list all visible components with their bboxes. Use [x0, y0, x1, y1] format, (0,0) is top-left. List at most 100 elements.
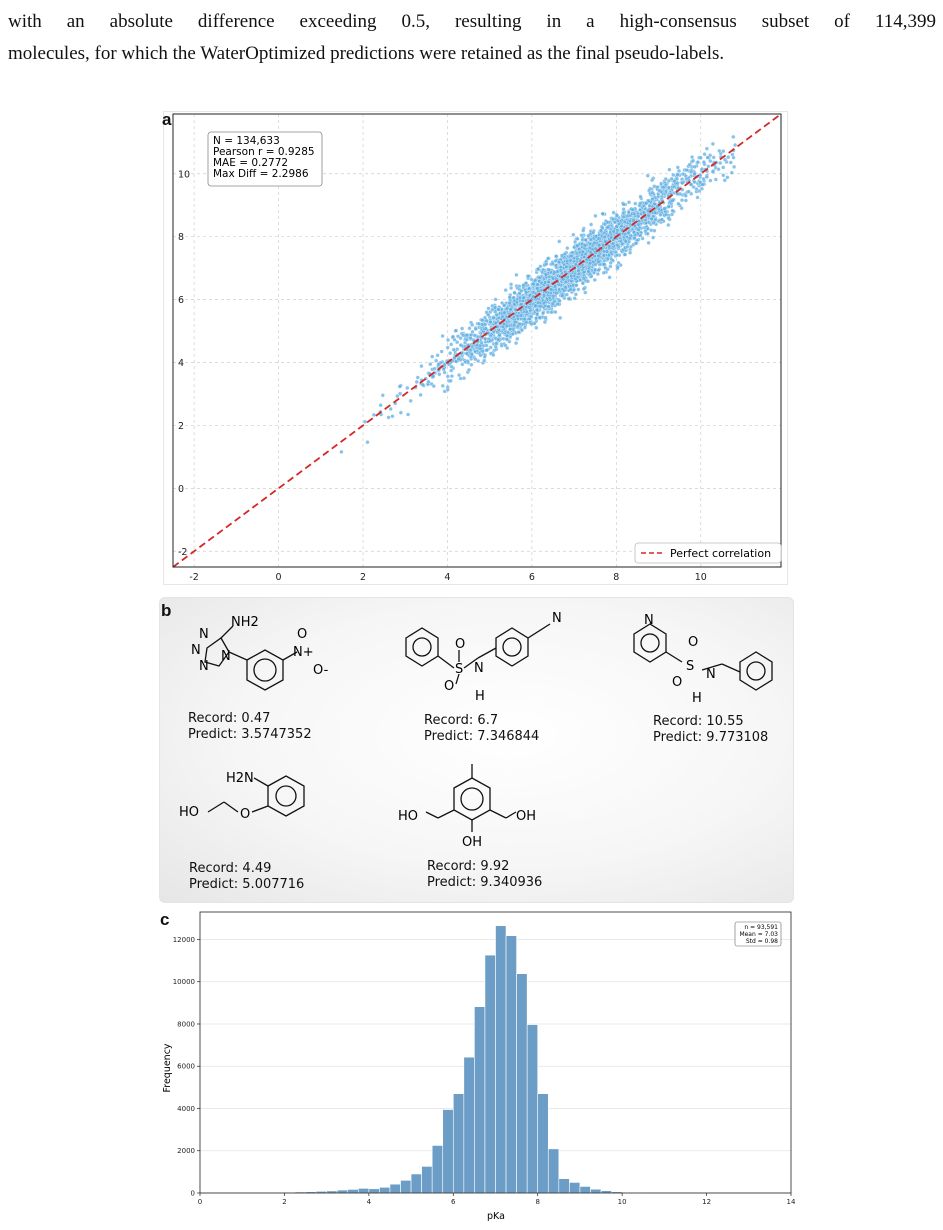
scatter-point — [446, 346, 450, 350]
scatter-point — [391, 414, 395, 418]
scatter-point — [569, 279, 573, 283]
scatter-point — [605, 250, 609, 254]
histogram-bar — [401, 1180, 412, 1193]
scatter-point — [591, 231, 595, 235]
scatter-point — [508, 327, 512, 331]
scatter-point — [505, 307, 509, 311]
scatter-point — [706, 165, 710, 169]
scatter-point — [571, 233, 575, 237]
histogram-bar — [390, 1184, 401, 1193]
stats-box: n = 93,591 Mean = 7.03 Std = 0.98 — [735, 922, 781, 946]
scatter-point — [621, 211, 625, 215]
scatter-point — [465, 352, 469, 356]
y-tick-label: 2 — [178, 421, 184, 432]
histogram-bar — [538, 1094, 549, 1193]
scatter-point — [606, 257, 610, 261]
scatter-point — [483, 323, 487, 327]
scatter-point — [620, 242, 624, 246]
scatter-point — [703, 152, 707, 156]
scatter-point — [680, 181, 684, 185]
histogram-bar — [379, 1187, 390, 1193]
y-tick-label: 8000 — [177, 1020, 195, 1028]
scatter-point — [528, 317, 532, 321]
histogram-bar — [453, 1094, 464, 1193]
scatter-point — [652, 221, 656, 225]
scatter-point — [494, 345, 498, 349]
y-tick-label: 6000 — [177, 1063, 195, 1071]
atom-s: S — [686, 659, 694, 674]
x-tick-label: 2 — [282, 1198, 286, 1206]
scatter-point — [599, 229, 603, 233]
scatter-point — [587, 270, 591, 274]
scatter-point — [469, 348, 473, 352]
scatter-point — [406, 413, 410, 417]
y-tick-label: 10000 — [173, 978, 195, 986]
scatter-point — [568, 265, 572, 269]
scatter-point — [524, 291, 528, 295]
scatter-point — [732, 165, 736, 169]
histogram-bar — [548, 1149, 559, 1193]
x-tick-label: 0 — [276, 572, 282, 583]
scatter-point — [451, 335, 455, 339]
scatter-point — [634, 241, 638, 245]
scatter-point — [664, 177, 668, 181]
scatter-point — [620, 224, 624, 228]
scatter-point — [551, 294, 555, 298]
scatter-point — [520, 289, 524, 293]
scatter-point — [689, 170, 693, 174]
x-tick-label: 12 — [702, 1198, 711, 1206]
scatter-point — [609, 261, 613, 265]
atom-n-plus: N+ — [293, 645, 314, 660]
atom-ho: HO — [398, 809, 418, 824]
histogram-bar — [464, 1057, 475, 1193]
scatter-point — [597, 268, 601, 272]
scatter-point — [514, 341, 518, 345]
scatter-point — [465, 338, 469, 342]
scatter-point — [628, 251, 632, 255]
scatter-point — [505, 337, 509, 341]
molecule-5-structure: HO OH OH — [396, 760, 546, 856]
scatter-point — [474, 327, 478, 331]
scatter-point — [657, 189, 661, 193]
scatter-point — [542, 294, 546, 298]
scatter-point — [570, 254, 574, 258]
atom-h: H — [475, 689, 485, 704]
scatter-point — [473, 349, 477, 353]
scatter-point — [575, 283, 579, 287]
scatter-point — [588, 246, 592, 250]
y-axis-label: Frequency — [162, 1043, 173, 1092]
scatter-point — [536, 267, 540, 271]
scatter-point — [436, 353, 440, 357]
atom-nh2: NH2 — [231, 615, 259, 630]
scatter-point — [646, 227, 650, 231]
scatter-point — [454, 329, 458, 333]
panel-b-molecules: b NH2 N N N N N+ O O- Record: 0.47 Predi… — [159, 597, 794, 903]
scatter-point — [613, 220, 617, 224]
y-tick-label: 0 — [191, 1190, 195, 1198]
scatter-point — [366, 440, 370, 444]
stat-std: Std = 0.98 — [746, 938, 778, 945]
scatter-point — [433, 367, 437, 371]
scatter-point — [709, 179, 713, 183]
scatter-point — [525, 310, 529, 314]
molecule-1-record: Record: 0.47 — [188, 711, 270, 727]
scatter-point — [594, 235, 598, 239]
scatter-point — [650, 197, 654, 201]
y-tick-label: 4 — [178, 358, 184, 369]
scatter-point — [395, 394, 399, 398]
scatter-point — [723, 158, 727, 162]
scatter-point — [569, 274, 573, 278]
scatter-point — [554, 254, 558, 258]
x-axis-label: pKa — [487, 1211, 505, 1222]
scatter-point — [549, 310, 553, 314]
scatter-point — [639, 195, 643, 199]
scatter-point — [681, 172, 685, 176]
scatter-point — [387, 416, 391, 420]
scatter-point — [647, 241, 651, 245]
scatter-point — [484, 327, 488, 331]
y-tick-label: -2 — [178, 547, 187, 558]
scatter-point — [672, 191, 676, 195]
molecule-4-predict: Predict: 5.007716 — [189, 877, 304, 893]
molecule-5-predict: Predict: 9.340936 — [427, 875, 542, 891]
